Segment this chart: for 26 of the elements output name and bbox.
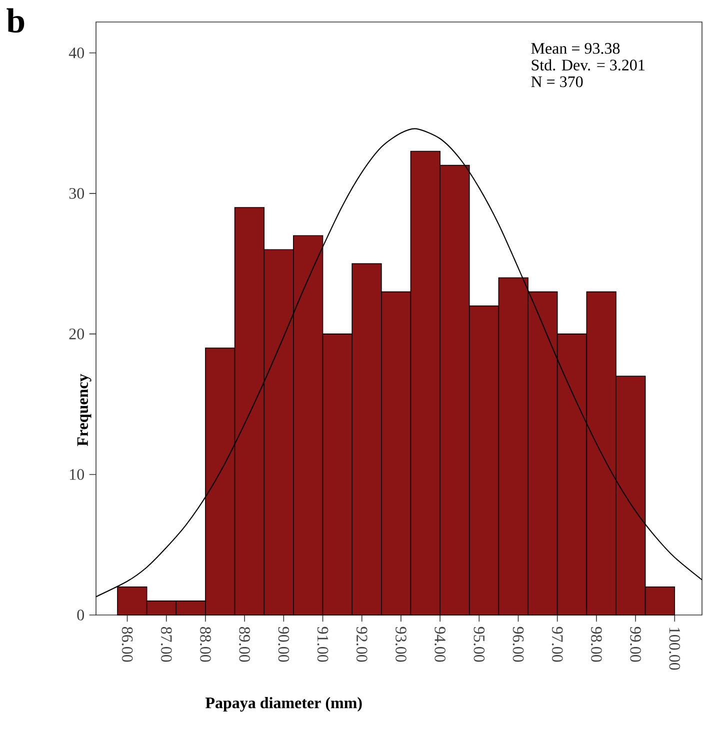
x-tick-label: 86.00 <box>122 626 133 662</box>
annotation: N = 370 <box>531 76 583 88</box>
annotation: Mean = 93.38 <box>531 43 620 54</box>
annotation: Std. Dev. = 3.201 <box>532 59 644 71</box>
x-tick-label: 95.00 <box>474 626 485 662</box>
x-tick-label: 97.00 <box>552 626 563 662</box>
x-tick-label: 99.00 <box>630 626 641 662</box>
y-tick-label: 0 <box>77 610 84 620</box>
x-tick-label: 87.00 <box>160 626 172 662</box>
y-tick-label: 40 <box>68 48 84 58</box>
y-axis-title: Frequency <box>77 374 92 446</box>
y-tick-label: 20 <box>69 328 84 340</box>
x-tick-label: 88.00 <box>200 626 211 662</box>
x-tick-label: 96.00 <box>512 626 524 662</box>
x-tick-label: 100.00 <box>669 628 680 670</box>
x-tick-label: 94.00 <box>434 626 446 662</box>
x-axis-title: Papaya diameter (mm) <box>205 697 362 712</box>
x-tick-label: 92.00 <box>356 626 368 662</box>
y-tick-label: 10 <box>70 469 84 480</box>
y-tick-label: 30 <box>69 188 84 199</box>
x-tick-label: 93.00 <box>396 626 406 662</box>
x-tick-label: 89.00 <box>239 626 250 662</box>
x-tick-label: 90.00 <box>278 626 290 662</box>
x-tick-label: 91.00 <box>317 626 328 662</box>
chart-title: b <box>6 8 24 33</box>
x-tick-label: 98.00 <box>591 626 602 662</box>
